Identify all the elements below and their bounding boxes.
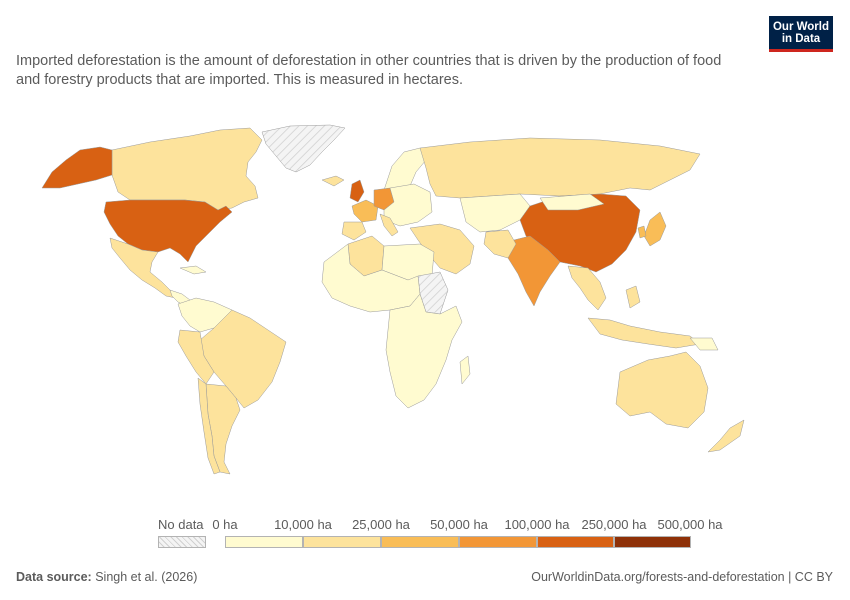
legend-no-data-swatch [158, 536, 206, 548]
region-eastern-europe[interactable] [383, 183, 433, 227]
legend-swatch-3[interactable] [459, 536, 537, 548]
data-source-label: Data source: [16, 570, 92, 584]
region-southeast-asia[interactable] [567, 265, 607, 311]
legend-swatch-5[interactable] [614, 536, 691, 548]
legend-swatch-0[interactable] [225, 536, 303, 548]
legend-bin-label: 0 ha [212, 517, 238, 532]
country-philippines[interactable] [625, 285, 641, 309]
country-japan[interactable] [643, 211, 667, 247]
country-spain[interactable] [341, 221, 367, 241]
legend-bin-label: 250,000 ha [581, 517, 647, 532]
country-papua-new-guinea[interactable] [689, 337, 719, 351]
legend-bin-label: 50,000 ha [430, 517, 488, 532]
legend-bin-label: 25,000 ha [352, 517, 410, 532]
data-source: Data source: Singh et al. (2026) [16, 570, 197, 584]
country-canada[interactable] [111, 127, 263, 211]
legend-no-data-label: No data [158, 517, 204, 532]
legend-bin-label: 500,000 ha [657, 517, 723, 532]
owid-logo[interactable]: Our World in Data [769, 16, 833, 52]
world-map[interactable] [0, 120, 850, 512]
legend-swatch-1[interactable] [303, 536, 381, 548]
data-source-value: Singh et al. (2026) [95, 570, 198, 584]
legend-bin-label: 10,000 ha [274, 517, 332, 532]
country-new-zealand[interactable] [707, 419, 745, 453]
country-mongolia[interactable] [539, 193, 605, 211]
country-australia[interactable] [615, 351, 709, 429]
country-usa-alaska[interactable] [41, 146, 113, 189]
legend-swatch-2[interactable] [381, 536, 459, 548]
logo-line-1: Our World [772, 21, 829, 33]
region-pakistan-afghanistan[interactable] [483, 229, 517, 259]
logo-line-2: in Data [781, 33, 821, 45]
country-uk[interactable] [349, 179, 365, 203]
chart-subtitle: Imported deforestation is the amount of … [16, 53, 722, 88]
country-cuba[interactable] [179, 265, 207, 275]
legend-swatch-4[interactable] [537, 536, 614, 548]
region-central-southern-africa[interactable] [385, 293, 463, 409]
color-legend: No data 0 ha 10,000 ha 25,000 ha 50,000 … [0, 514, 850, 554]
legend-bin-label: 100,000 ha [504, 517, 570, 532]
country-chile[interactable] [197, 377, 221, 475]
country-iceland[interactable] [321, 175, 345, 187]
country-usa[interactable] [103, 199, 233, 263]
region-indonesia[interactable] [587, 317, 701, 349]
country-madagascar[interactable] [459, 355, 471, 385]
country-france[interactable] [351, 199, 379, 223]
country-italy[interactable] [379, 213, 399, 237]
url-license[interactable]: OurWorldinData.org/forests-and-deforesta… [531, 570, 833, 584]
country-greenland[interactable] [261, 124, 346, 173]
country-russia[interactable] [419, 137, 701, 199]
country-india[interactable] [507, 235, 561, 307]
country-south-korea[interactable] [637, 225, 647, 239]
region-central-asia[interactable] [459, 193, 531, 233]
